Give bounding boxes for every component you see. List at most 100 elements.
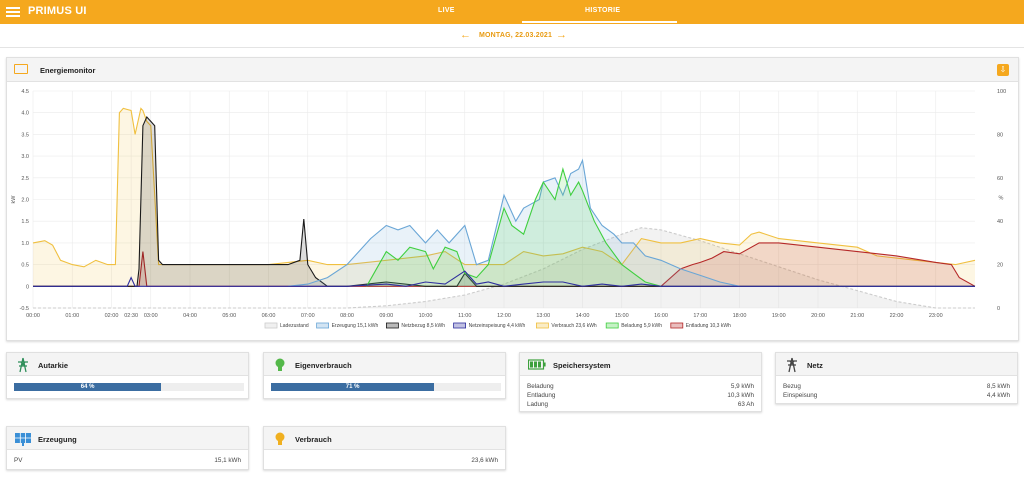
legend-label: Netzbezug 8,5 kWh [401, 323, 445, 329]
netz-card: Netz Bezug 8,5 kWh Einspeisung 4,4 kWh [775, 352, 1018, 404]
legend-swatch [605, 322, 619, 329]
arrow-right-icon[interactable]: → [556, 29, 567, 41]
card-header: Verbrauch [264, 427, 505, 450]
card-header: Autarkie [7, 353, 248, 376]
app-title: PRIMUS UI [28, 5, 87, 17]
y2-tick-label: 100 [997, 89, 1006, 95]
y2-tick-label: 0 [997, 306, 1000, 312]
battery-icon [528, 359, 546, 370]
series-area [288, 160, 740, 287]
y-tick-label: 1.0 [21, 241, 29, 247]
autarkie-card: Autarkie 64 % [6, 352, 249, 399]
tab-live[interactable]: LIVE [438, 7, 455, 14]
x-tick-label: 12:00 [497, 313, 511, 319]
y-tick-label: 4.0 [21, 111, 29, 117]
y2-tick-label: 20 [997, 263, 1003, 269]
x-tick-label: 07:00 [301, 313, 315, 319]
y-tick-label: 3.5 [21, 132, 29, 138]
y-tick-label: 4.5 [21, 89, 29, 95]
y2-axis-label: % [999, 196, 1004, 202]
card-title: Autarkie [38, 361, 69, 370]
eigenverbrauch-progress: 71 % [271, 383, 501, 391]
arrow-left-icon[interactable]: ← [460, 29, 471, 41]
lightbulb-icon [275, 432, 285, 445]
x-tick-label: 15:00 [615, 313, 629, 319]
series-area [33, 227, 975, 308]
energy-monitor-card: Energiemonitor ⇩ 4.5 4.0 3.5 3.0 2.5 2.0 1.5 1.… [6, 57, 1019, 341]
x-tick-label: 19:00 [772, 313, 786, 319]
eigenverbrauch-card: Eigenverbrauch 71 % [263, 352, 506, 399]
autarkie-progress: 64 % [14, 383, 244, 391]
y-tick-label: 3.0 [21, 154, 29, 160]
series-line [32, 107, 976, 268]
tab-historie[interactable]: HISTORIE [585, 7, 621, 14]
progress-fill [14, 383, 162, 391]
row-label: Ladung [527, 401, 549, 408]
x-tick-label: 18:00 [733, 313, 747, 319]
series-line [33, 242, 976, 287]
y-tick-label: 0 [26, 284, 29, 290]
legend-label: Beladung 5,9 kWh [621, 323, 662, 329]
x-tick-label: 09:00 [379, 313, 393, 319]
row-label: Bezug [783, 383, 801, 390]
energy-chart: 4.5 4.0 3.5 3.0 2.5 2.0 1.5 1.0 0.5 0 -0.5 100 80 60 4… [11, 89, 1006, 329]
card-header: Erzeugung [7, 427, 248, 450]
card-header: Eigenverbrauch [264, 353, 505, 376]
series-line [366, 167, 662, 287]
menu-icon[interactable] [6, 5, 20, 19]
progress-fill [271, 383, 435, 391]
card-title: Eigenverbrauch [295, 361, 352, 370]
legend-swatch [536, 322, 549, 329]
legend-label: Verbrauch 23,6 kWh [551, 323, 597, 329]
progress-label: 71 % [345, 384, 360, 390]
row-value: 15,1 kWh [214, 457, 241, 464]
legend-label: Entladung 10,3 kWh [686, 323, 731, 329]
row-value: 4,4 kWh [986, 392, 1010, 399]
row-label: Einspeisung [783, 392, 818, 399]
row-value: 10,3 kWh [727, 392, 754, 399]
progress-label: 64 % [80, 384, 95, 390]
row-value: 23,6 kWh [471, 457, 498, 464]
monitor-icon [14, 64, 28, 74]
card-header: Netz [776, 353, 1017, 376]
x-tick-label: 03:00 [144, 313, 158, 319]
download-icon[interactable]: ⇩ [997, 64, 1009, 76]
x-tick-label: 20:00 [811, 313, 825, 319]
legend-swatch [385, 322, 399, 329]
series-line [33, 116, 975, 287]
erzeugung-card: Erzeugung PV 15,1 kWh [6, 426, 249, 470]
row-label: PV [14, 457, 23, 464]
legend-label: Netzeinspeisung 4,4 kWh [469, 323, 526, 329]
legend-swatch [453, 322, 467, 329]
card-header: Speichersystem [520, 353, 761, 376]
x-tick-label: 05:00 [222, 313, 236, 319]
card-title: Speichersystem [553, 361, 611, 370]
top-app-bar: PRIMUS UI LIVE HISTORIE [0, 0, 1024, 24]
y-tick-label: 2.5 [21, 176, 29, 182]
row-label: Beladung [527, 383, 554, 390]
x-tick-label: 10:00 [419, 313, 433, 319]
y-tick-label: -0.5 [20, 306, 29, 312]
speichersystem-card: Speichersystem Beladung 5,9 kWh Entladung… [519, 352, 762, 412]
legend-label: Erzeugung 15,1 kWh [332, 323, 379, 329]
verbrauch-card: Verbrauch 23,6 kWh [263, 426, 506, 470]
x-tick-label: 14:00 [576, 313, 590, 319]
row-value: 5,9 kWh [730, 383, 754, 390]
x-tick-label: 13:00 [536, 313, 550, 319]
x-tick-label: 16:00 [654, 313, 668, 319]
x-tick-label: 08:00 [340, 313, 354, 319]
row-value: 63 Ah [737, 401, 754, 408]
series-area [33, 242, 975, 287]
x-tick-label: 01:00 [65, 313, 79, 319]
card-title: Verbrauch [295, 435, 332, 444]
series-line [33, 270, 975, 287]
active-tab-indicator [522, 21, 677, 23]
y-axis-label: kW [11, 195, 17, 204]
solar-panel-icon [15, 433, 31, 446]
legend-swatch [316, 322, 330, 329]
series-line [288, 158, 740, 287]
date-navigation: ← MONTAG, 22.03.2021 → [0, 24, 1024, 48]
x-tick-label: 21:00 [850, 313, 864, 319]
row-value: 8,5 kWh [986, 383, 1010, 390]
x-tick-label: 06:00 [262, 313, 276, 319]
